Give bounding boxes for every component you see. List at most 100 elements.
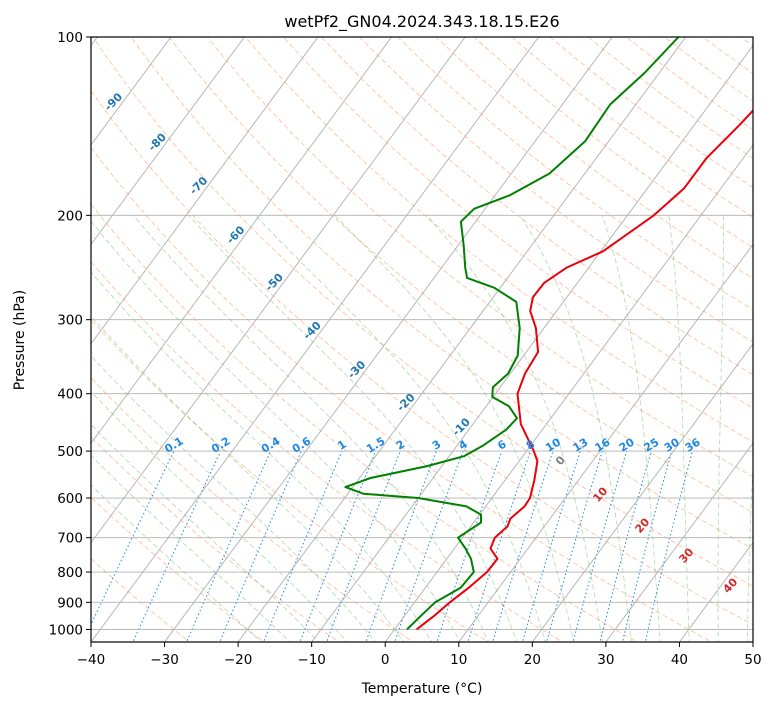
mixing-ratio-line <box>299 450 377 642</box>
isotherm-line <box>91 37 246 246</box>
moist-adiabat-line <box>91 220 461 642</box>
dry-adiabat-label: -30 <box>345 358 368 381</box>
profile-lines <box>344 37 753 631</box>
mixing-ratio-line <box>326 450 401 642</box>
moist-adiabat-label: 20 <box>632 515 652 535</box>
moist-adiabat-line <box>132 215 489 642</box>
moist-adiabat-line <box>601 215 661 642</box>
dry-adiabat-line <box>739 37 753 47</box>
y-axis-label: Pressure (hPa) <box>12 290 28 390</box>
mixing-ratio-line <box>644 450 693 642</box>
x-tick-label: −40 <box>77 652 106 668</box>
x-axis-label: Temperature (°C) <box>361 681 483 697</box>
dry-adiabat-line <box>91 147 713 642</box>
y-tick-label: 300 <box>57 313 83 329</box>
mixing-ratio-line <box>132 450 222 642</box>
plot-frame <box>90 36 754 643</box>
moist-adiabat-label: 30 <box>676 545 696 565</box>
moist-adiabat-label: 10 <box>590 484 610 504</box>
y-tick-label: 400 <box>57 387 83 403</box>
dry-adiabat-line <box>760 24 775 645</box>
x-tick-label: −20 <box>224 652 253 668</box>
isotherm-line <box>91 37 319 345</box>
y-tick-label: 500 <box>57 444 83 460</box>
dry-adiabat-line <box>359 37 753 343</box>
temperature-profile-line <box>415 109 753 631</box>
mixing-ratio-label: 25 <box>641 436 661 455</box>
moist-adiabat-line <box>91 390 348 642</box>
mixing-ratio-label: 20 <box>617 435 637 454</box>
moist-adiabat-line <box>254 214 546 642</box>
dry-adiabat-line <box>549 37 753 189</box>
moist-adiabat-line <box>91 315 405 642</box>
dry-adiabat-label: -20 <box>394 391 417 414</box>
mixing-ratio-label: 10 <box>543 435 563 454</box>
grid-lines <box>91 37 753 642</box>
moist-adiabat-line <box>91 454 291 642</box>
dry-adiabat-line <box>282 37 753 409</box>
moist-adiabat-line <box>334 214 575 642</box>
y-tick-label: 200 <box>57 208 83 224</box>
mixing-ratio-label: 0.2 <box>209 434 232 455</box>
mixing-ratio-line <box>622 450 673 642</box>
x-tick-label: 40 <box>671 652 688 668</box>
line-labels: 0.1 0.2 0.4 0.6 1 1.5 2 3 4 6 8 10 13 16 20 25 30 36-100-… <box>102 90 741 596</box>
dry-adiabat-line <box>320 37 753 376</box>
mixing-ratio-label: 13 <box>571 436 591 455</box>
moist-adiabat-label: 0 <box>553 453 568 468</box>
moist-adiabat-line <box>91 484 262 642</box>
mixing-ratio-label: 1 <box>335 438 348 453</box>
isotherm-line <box>91 37 393 444</box>
moist-adiabat-label: 40 <box>720 575 740 595</box>
moist-adiabat-line <box>519 215 632 642</box>
moist-adiabat-line <box>425 215 604 642</box>
moist-adiabat-line <box>91 423 320 642</box>
dry-adiabat-line <box>130 37 753 550</box>
dry-adiabat-label: -40 <box>301 319 324 342</box>
dry-adiabat-line <box>91 261 564 642</box>
dry-adiabat-line <box>91 90 753 626</box>
moist-adiabat-line <box>747 457 753 642</box>
isotherm-line <box>531 343 753 642</box>
isotherm-line <box>163 37 613 642</box>
x-tick-label: −10 <box>297 652 326 668</box>
dry-adiabat-line <box>473 37 753 249</box>
dry-adiabat-line <box>91 557 191 642</box>
x-tick-label: −30 <box>150 652 179 668</box>
mixing-ratio-label: 3 <box>430 438 443 453</box>
mixing-ratio-label: 4 <box>457 437 471 452</box>
mixing-ratio-line <box>521 450 581 642</box>
mixing-ratio-label: 30 <box>662 435 682 454</box>
dry-adiabat-line <box>91 203 639 642</box>
isotherm-line <box>91 37 466 544</box>
y-tick-label: 700 <box>57 531 83 547</box>
isotherm-line <box>237 37 687 642</box>
x-tick-label: 30 <box>597 652 614 668</box>
x-tick-label: 10 <box>450 652 467 668</box>
dry-adiabat-line <box>663 37 753 102</box>
background-lines <box>91 24 775 645</box>
dry-adiabat-label: -50 <box>263 270 286 293</box>
y-tick-label: 600 <box>57 491 83 507</box>
y-tick-label: 1000 <box>49 622 83 638</box>
mixing-ratio-line <box>436 450 503 642</box>
isotherm-line <box>311 44 753 642</box>
mixing-ratio-label: 0.4 <box>259 434 283 456</box>
dry-adiabat-line <box>91 318 489 642</box>
y-tick-label: 900 <box>57 595 83 611</box>
isotherm-line <box>752 641 753 642</box>
mixing-ratio-line <box>394 450 464 642</box>
x-tick-label: 50 <box>744 652 761 668</box>
mixing-ratio-line <box>365 450 437 642</box>
mixing-ratio-line <box>572 450 628 642</box>
y-tick-label: 800 <box>57 565 83 581</box>
isotherm-line <box>605 442 753 642</box>
dry-adiabat-line <box>701 37 753 74</box>
mixing-ratio-label: 0.1 <box>162 434 185 455</box>
moist-adiabat-line <box>717 215 725 642</box>
mixing-ratio-line <box>91 450 175 626</box>
mixing-ratio-label: 0.6 <box>290 434 314 456</box>
moist-adiabat-line <box>91 354 376 642</box>
mixing-ratio-line <box>546 450 603 642</box>
mixing-ratio-line <box>599 450 652 642</box>
